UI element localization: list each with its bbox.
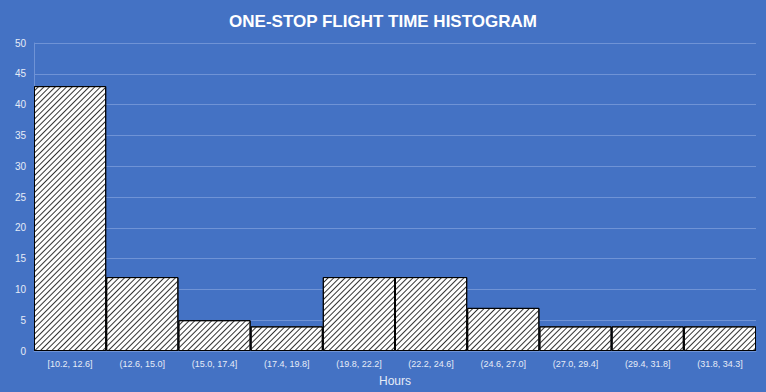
svg-text:0: 0: [20, 346, 26, 357]
svg-text:(31.8, 34.3]: (31.8, 34.3]: [697, 359, 743, 369]
svg-text:(24.6, 27.0]: (24.6, 27.0]: [481, 359, 527, 369]
svg-text:(19.8, 22.2]: (19.8, 22.2]: [336, 359, 382, 369]
svg-text:Hours: Hours: [379, 374, 411, 388]
svg-text:(29.4, 31.8]: (29.4, 31.8]: [625, 359, 671, 369]
svg-text:25: 25: [15, 192, 27, 203]
svg-text:50: 50: [15, 38, 27, 49]
svg-text:(22.2, 24.6]: (22.2, 24.6]: [408, 359, 454, 369]
svg-text:[10.2, 12.6]: [10.2, 12.6]: [48, 359, 93, 369]
svg-text:(17.4, 19.8]: (17.4, 19.8]: [264, 359, 310, 369]
svg-text:(27.0, 29.4]: (27.0, 29.4]: [553, 359, 599, 369]
svg-text:5: 5: [20, 315, 26, 326]
svg-text:10: 10: [15, 284, 27, 295]
svg-text:15: 15: [15, 253, 27, 264]
svg-text:(12.6, 15.0]: (12.6, 15.0]: [120, 359, 166, 369]
svg-text:40: 40: [15, 99, 27, 110]
svg-text:35: 35: [15, 130, 27, 141]
svg-text:30: 30: [15, 161, 27, 172]
svg-text:20: 20: [15, 222, 27, 233]
svg-text:(15.0, 17.4]: (15.0, 17.4]: [192, 359, 238, 369]
svg-text:45: 45: [15, 68, 27, 79]
svg-text:ONE-STOP FLIGHT TIME HISTOGRAM: ONE-STOP FLIGHT TIME HISTOGRAM: [229, 12, 537, 31]
